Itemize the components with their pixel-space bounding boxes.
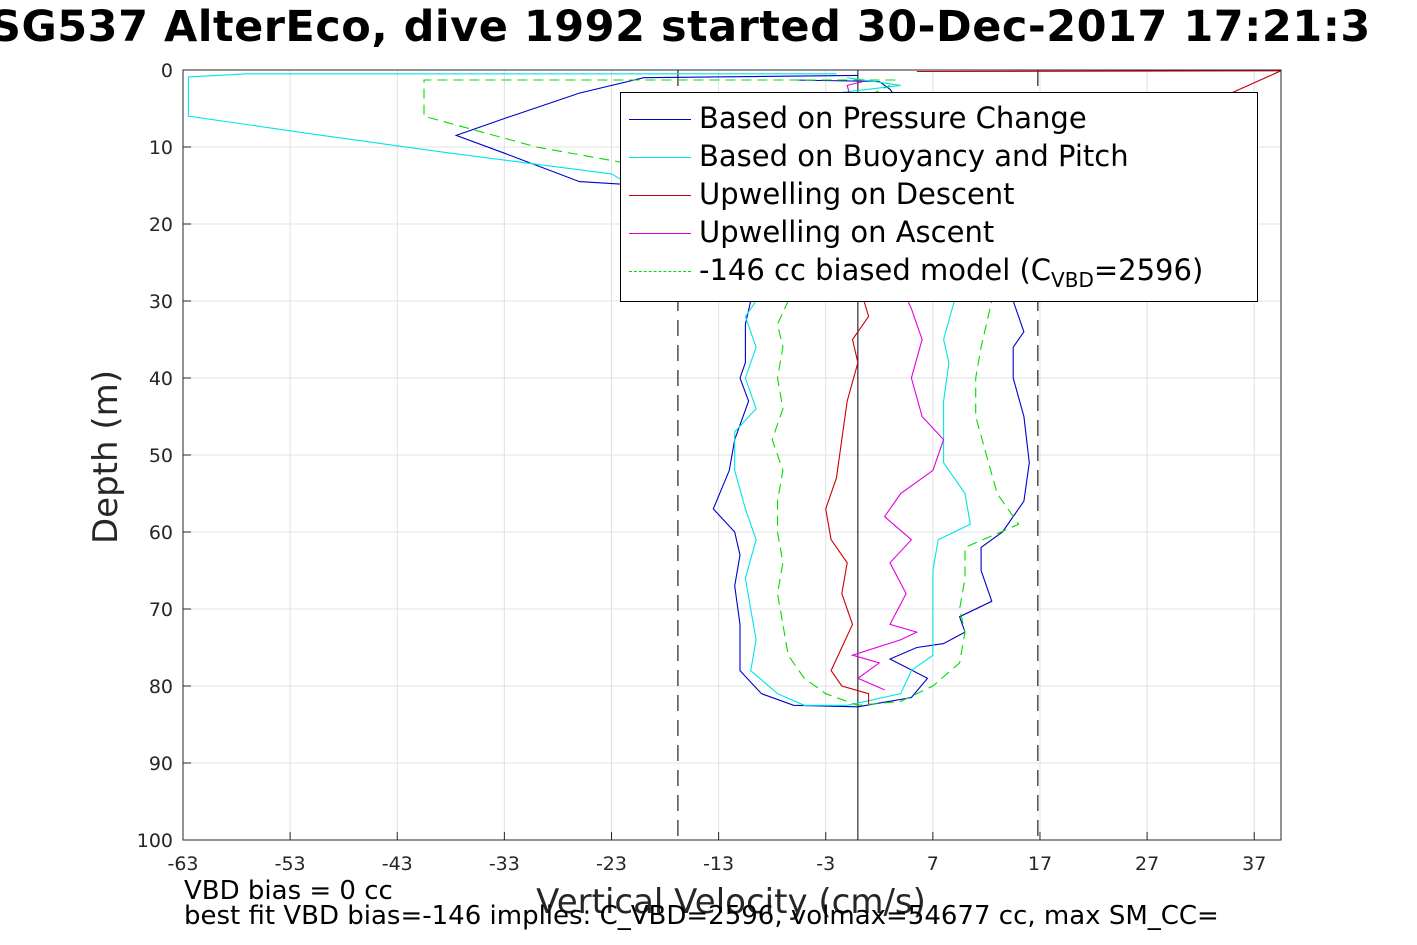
y-tick-label: 20 — [149, 214, 173, 236]
legend-item-pressure-change: Based on Pressure Change — [621, 97, 1257, 135]
series-line-4 — [846, 80, 945, 691]
legend-label: Upwelling on Descent — [699, 177, 1015, 211]
y-tick-label: 50 — [149, 445, 173, 467]
x-tick-label: 17 — [1028, 853, 1052, 875]
legend-label: Based on Buoyancy and Pitch — [699, 139, 1129, 173]
y-tick-label: 100 — [137, 830, 173, 852]
x-tick-label: -63 — [167, 853, 198, 875]
series-line-3 — [825, 70, 1281, 706]
legend-label: Based on Pressure Change — [699, 101, 1087, 135]
legend-swatch — [629, 271, 691, 272]
best-fit-note: best fit VBD bias=-146 implies: C_VBD=25… — [184, 901, 1219, 931]
legend-label: -146 cc biased model (CVBD=2596) — [699, 253, 1204, 292]
x-tick-label: -43 — [382, 853, 413, 875]
legend-label: Upwelling on Ascent — [699, 215, 995, 249]
y-tick-label: 40 — [149, 368, 173, 390]
y-tick-label: 10 — [149, 137, 173, 159]
vbd-bias-note: VBD bias = 0 cc — [184, 876, 393, 906]
x-axis-label: Vertical Velocity (cm/s) — [536, 882, 926, 922]
x-tick-label: 27 — [1135, 853, 1159, 875]
legend-swatch — [629, 233, 691, 234]
x-tick-label: -23 — [596, 853, 627, 875]
legend-item-buoyancy-pitch: Based on Buoyancy and Pitch — [621, 135, 1257, 173]
legend-item-upwelling-ascent: Upwelling on Ascent — [621, 211, 1257, 249]
y-axis-label: Depth (m) — [86, 370, 126, 544]
chart-title: SG537 AlterEco, dive 1992 started 30-Dec… — [0, 2, 1371, 52]
x-tick-label: -3 — [816, 853, 835, 875]
x-tick-label: 7 — [927, 853, 939, 875]
legend-item-biased-model: -146 cc biased model (CVBD=2596) — [621, 249, 1257, 292]
x-tick-label: -33 — [489, 853, 520, 875]
y-tick-label: 60 — [149, 522, 173, 544]
y-tick-label: 80 — [149, 676, 173, 698]
legend-swatch — [629, 157, 691, 158]
y-tick-label: 70 — [149, 599, 173, 621]
legend-swatch — [629, 195, 691, 196]
y-tick-label: 30 — [149, 291, 173, 313]
x-tick-label: -13 — [703, 853, 734, 875]
y-tick-label: 0 — [161, 60, 173, 82]
legend-swatch — [629, 119, 691, 120]
ticks: -63 -53 -43 -33 -23 -13 -3 7 17 27 37 0 10 20 30 40 50 60… — [137, 60, 1267, 875]
legend: Based on Pressure Change Based on Buoyan… — [620, 92, 1258, 302]
legend-item-upwelling-descent: Upwelling on Descent — [621, 173, 1257, 211]
y-tick-label: 90 — [149, 753, 173, 775]
x-tick-label: -53 — [275, 853, 306, 875]
x-tick-label: 37 — [1242, 853, 1266, 875]
